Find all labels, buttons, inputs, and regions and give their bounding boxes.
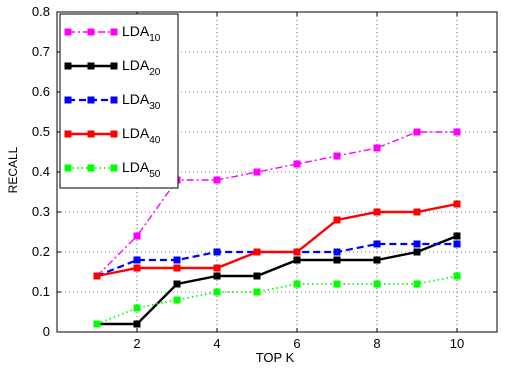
series-lda50 [93,272,461,328]
x-tick-label: 4 [213,336,220,351]
data-point [373,256,381,264]
y-tick-label: 0.6 [32,84,50,99]
data-point [93,320,101,328]
legend-marker [87,164,95,172]
data-point [253,272,261,280]
y-tick-label: 0.1 [32,284,50,299]
data-point [373,208,381,216]
data-point [133,256,141,264]
data-point [413,240,421,248]
legend-label-subscript: 30 [149,101,161,112]
data-point [293,160,301,168]
legend-marker [110,130,118,138]
data-point [373,280,381,288]
legend-marker [87,130,95,138]
data-point [173,280,181,288]
data-point [373,144,381,152]
x-tick-label: 2 [133,336,140,351]
data-point [333,248,341,256]
legend-marker [110,28,118,36]
data-point [293,248,301,256]
x-tick-label: 10 [450,336,464,351]
data-point [173,256,181,264]
data-point [453,240,461,248]
legend-marker [64,164,72,172]
data-point [253,288,261,296]
data-point [333,216,341,224]
data-point [213,176,221,184]
data-point [453,200,461,208]
data-point [93,272,101,280]
data-point [293,256,301,264]
legend-label-subscript: 20 [149,67,161,78]
legend-label-subscript: 50 [149,169,161,180]
legend-marker [64,96,72,104]
series-lda40 [93,200,461,280]
data-point [253,248,261,256]
x-axis-label: TOP K [256,350,295,365]
y-tick-label: 0.3 [32,204,50,219]
legend-marker [87,28,95,36]
data-point [253,168,261,176]
data-point [293,280,301,288]
data-point [173,264,181,272]
y-tick-label: 0.2 [32,244,50,259]
legend-marker [64,130,72,138]
data-point [373,240,381,248]
series-layer [93,128,461,328]
data-point [173,296,181,304]
data-point [213,288,221,296]
legend-label-subscript: 10 [149,33,161,44]
data-point [453,232,461,240]
y-tick-label: 0.5 [32,124,50,139]
legend-label-subscript: 40 [149,135,161,146]
y-tick-label: 0.7 [32,44,50,59]
data-point [413,128,421,136]
x-tick-label: 6 [293,336,300,351]
x-tick-label: 8 [373,336,380,351]
legend-marker [110,62,118,70]
data-point [133,304,141,312]
data-point [333,152,341,160]
y-axis-label: RECALL [6,146,20,193]
data-point [333,256,341,264]
legend-marker [87,62,95,70]
series-line [96,202,458,278]
data-point [413,248,421,256]
legend-marker [110,164,118,172]
data-point [133,320,141,328]
legend-marker [110,96,118,104]
data-point [413,280,421,288]
series-line [96,275,458,325]
data-point [213,248,221,256]
data-point [453,272,461,280]
data-point [213,272,221,280]
series-line [96,131,457,277]
y-tick-label: 0 [43,324,50,339]
y-tick-label: 0.4 [32,164,50,179]
data-point [133,232,141,240]
legend-marker [87,96,95,104]
data-point [133,264,141,272]
data-point [213,264,221,272]
data-point [333,280,341,288]
y-tick-label: 0.8 [32,4,50,19]
data-point [453,128,461,136]
legend-marker [64,28,72,36]
legend-marker [64,62,72,70]
data-point [413,208,421,216]
axes-layer: 0 0.1 0.2 0.3 0.4 0.5 0.6 0.7 0.8 2 4 6 8 10 [32,4,498,351]
